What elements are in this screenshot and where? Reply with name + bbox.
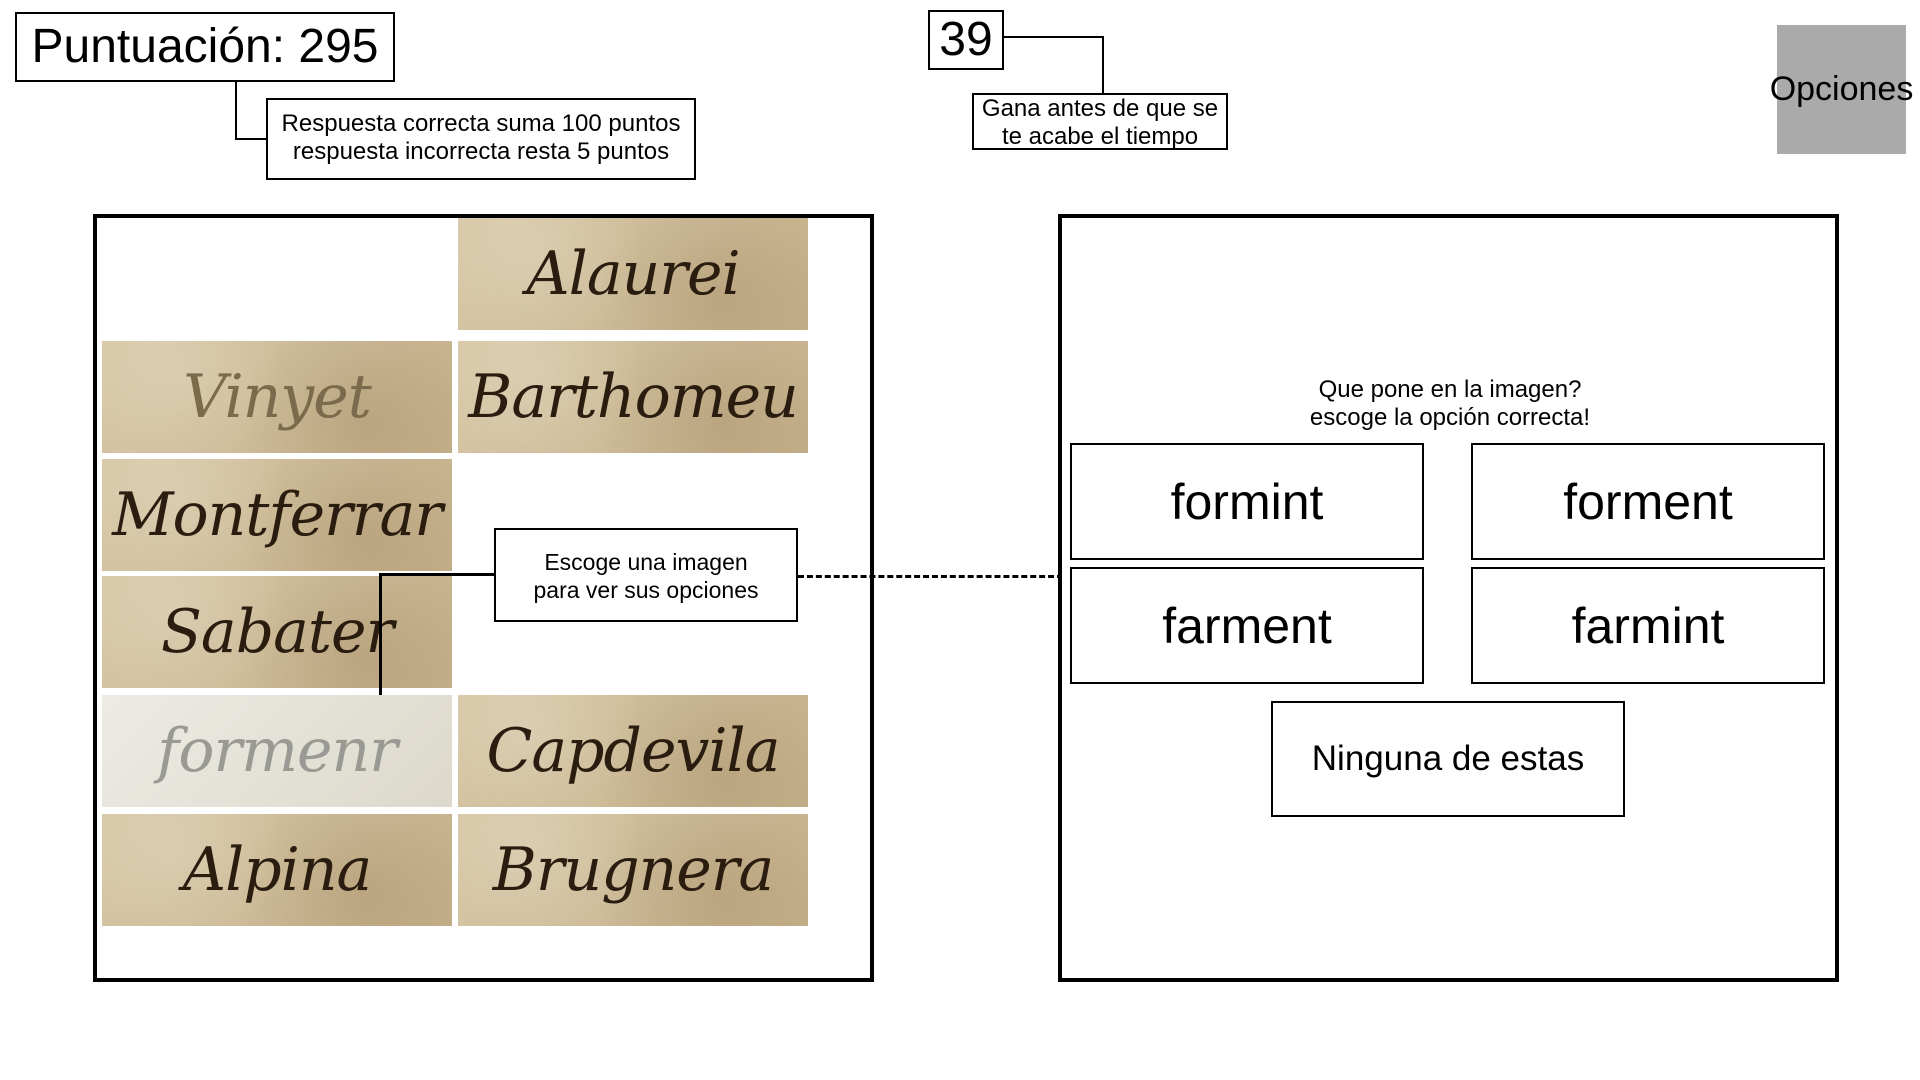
image-text: Alaurei	[526, 239, 740, 309]
answer-option-3[interactable]: farment	[1070, 567, 1424, 684]
image-text: Brugnera	[492, 835, 774, 905]
handwriting-image-capdevila[interactable]: Capdevila	[458, 695, 808, 807]
handwriting-image-formenr[interactable]: formenr	[102, 695, 452, 807]
score-display: Puntuación: 295	[15, 12, 395, 82]
score-connector-horizontal	[235, 138, 267, 140]
handwriting-image-alaurei[interactable]: Alaurei	[458, 218, 808, 330]
answer-option-2[interactable]: forment	[1471, 443, 1825, 560]
answer-option-4[interactable]: farmint	[1471, 567, 1825, 684]
none-of-these-button[interactable]: Ninguna de estas	[1271, 701, 1625, 817]
image-text: Montferrar	[112, 480, 443, 550]
handwriting-image-vinyet[interactable]: Vinyet	[102, 341, 452, 453]
handwriting-image-montferrar[interactable]: Montferrar	[102, 459, 452, 571]
hint-callout: Escoge una imagen para ver sus opciones	[494, 528, 798, 622]
handwriting-image-sabater[interactable]: Sabater	[102, 576, 452, 688]
image-text: formenr	[157, 716, 398, 786]
hint-connector-horizontal	[379, 573, 495, 576]
hint-connector-vertical	[379, 573, 382, 695]
image-text: Capdevila	[486, 716, 780, 786]
handwriting-image-alpina[interactable]: Alpina	[102, 814, 452, 926]
timer-note: Gana antes de que se te acabe el tiempo	[972, 93, 1228, 150]
handwriting-image-barthomeu[interactable]: Barthomeu	[458, 341, 808, 453]
question-text: Que pone en la imagen? escoge la opción …	[1309, 376, 1591, 431]
score-rules-note: Respuesta correcta suma 100 puntos respu…	[266, 98, 696, 180]
handwriting-image-brugnera[interactable]: Brugnera	[458, 814, 808, 926]
image-text: Alpina	[182, 835, 373, 905]
image-text: Sabater	[160, 597, 394, 667]
options-button[interactable]: Opciones	[1770, 25, 1913, 154]
image-selection-panel: Alaurei Vinyet Barthomeu Montferrar Saba…	[93, 214, 874, 982]
timer-connector-vertical	[1102, 36, 1104, 94]
image-text: Vinyet	[183, 362, 372, 432]
timer-connector-horizontal	[1004, 36, 1104, 38]
score-connector-vertical	[235, 82, 237, 140]
dashed-connector	[798, 575, 1063, 578]
timer-display: 39	[928, 10, 1004, 70]
answer-option-1[interactable]: formint	[1070, 443, 1424, 560]
image-text: Barthomeu	[468, 362, 798, 432]
